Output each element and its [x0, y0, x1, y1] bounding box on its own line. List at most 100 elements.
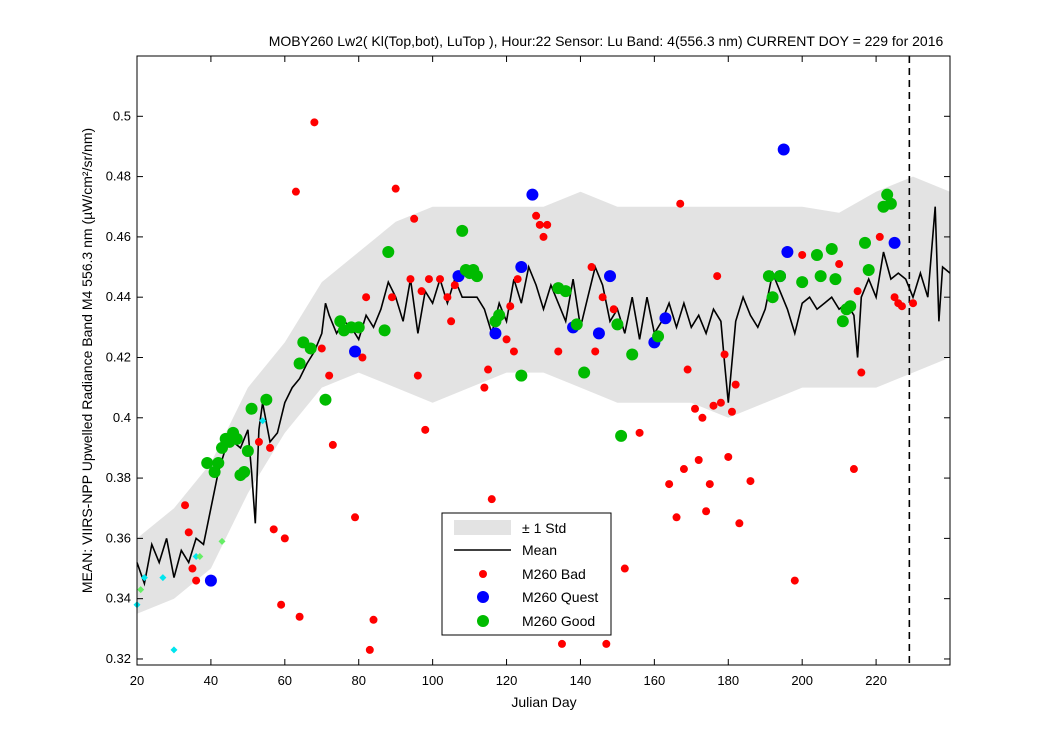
y-tick-label: 0.4 [113, 410, 131, 425]
legend-bad-swatch [479, 570, 487, 578]
bad-point [487, 495, 496, 504]
bad-point [875, 232, 884, 241]
bad-point [532, 211, 541, 220]
bad-point [731, 380, 740, 389]
bad-point [480, 383, 489, 392]
quest-point [888, 236, 901, 249]
bad-point [716, 398, 725, 407]
bad-point [369, 615, 378, 624]
quest-point [659, 312, 672, 325]
good-point [456, 224, 469, 237]
x-tick-label: 60 [278, 673, 292, 688]
bad-point [539, 232, 548, 241]
good-point [378, 324, 391, 337]
good-point [859, 236, 872, 249]
good-point [241, 444, 254, 457]
bad-point [665, 480, 674, 489]
bad-point [295, 612, 304, 621]
bad-point [406, 275, 415, 284]
quest-point [781, 245, 794, 258]
bad-point [436, 275, 445, 284]
quest-point [515, 261, 528, 274]
legend-bad-label: M260 Bad [522, 566, 586, 582]
bad-point [484, 365, 493, 374]
good-point [626, 348, 639, 361]
bad-point [317, 344, 326, 353]
quest-point [604, 270, 617, 283]
bad-point [266, 443, 275, 452]
light-green-point [196, 552, 204, 560]
bad-point [897, 302, 906, 311]
bad-point [798, 250, 807, 259]
bad-point [679, 465, 688, 474]
bad-point [387, 293, 396, 302]
bad-point [351, 513, 360, 522]
good-point [578, 366, 591, 379]
bad-point [557, 639, 566, 648]
good-point [615, 429, 628, 442]
y-tick-label: 0.48 [106, 169, 131, 184]
light-green-point [218, 537, 226, 545]
good-point [774, 270, 787, 283]
good-point [352, 321, 365, 334]
good-point [884, 197, 897, 210]
good-point [515, 369, 528, 382]
bad-point [790, 576, 799, 585]
cyan-point [170, 646, 178, 654]
bad-point [450, 281, 459, 290]
bad-point [280, 534, 289, 543]
bad-point [602, 639, 611, 648]
good-point [559, 285, 572, 298]
good-point [829, 273, 842, 286]
bad-point [720, 350, 729, 359]
good-point [382, 245, 395, 258]
good-point [766, 291, 779, 304]
y-tick-label: 0.34 [106, 591, 131, 606]
quest-point [526, 188, 539, 201]
bad-point [591, 347, 600, 356]
y-tick-label: 0.46 [106, 229, 131, 244]
legend-std-label: ± 1 Std [522, 520, 566, 536]
bad-point [554, 347, 563, 356]
bad-point [609, 305, 618, 314]
good-point [208, 466, 221, 479]
legend-std-swatch [454, 520, 511, 535]
bad-point [181, 501, 190, 510]
good-point [212, 457, 225, 470]
y-tick-label: 0.5 [113, 108, 131, 123]
good-point [493, 309, 506, 322]
good-point [844, 300, 857, 313]
y-tick-label: 0.42 [106, 349, 131, 364]
cyan-point [140, 574, 148, 582]
bad-point [188, 564, 197, 573]
cyan-point [192, 552, 200, 560]
bad-point [635, 428, 644, 437]
bad-point [325, 371, 334, 380]
x-tick-label: 180 [717, 673, 739, 688]
bad-point [535, 220, 544, 229]
good-point [836, 315, 849, 328]
quest-point [592, 327, 605, 340]
good-point [814, 270, 827, 283]
bad-point [835, 260, 844, 269]
bad-point [705, 480, 714, 489]
bad-point [277, 600, 286, 609]
bad-point [698, 413, 707, 422]
axes-box [136, 55, 951, 666]
good-point [293, 357, 306, 370]
bad-point [727, 407, 736, 416]
bad-point [709, 401, 718, 410]
bad-point [421, 425, 430, 434]
bad-point [410, 214, 419, 223]
legend-mean-label: Mean [522, 542, 557, 558]
good-point [304, 342, 317, 355]
bad-point [587, 263, 596, 272]
x-tick-label: 40 [204, 673, 218, 688]
chart-title: MOBY260 Lw2( Kl(Top,bot), LuTop ), Hour:… [269, 33, 944, 49]
plot-area: 20 40 60 80 100 120 140 160 180 200 220 0.32 0.34 0.3… [106, 55, 951, 688]
bad-point [735, 519, 744, 528]
bad-point [543, 220, 552, 229]
good-point [245, 402, 258, 415]
bad-point [724, 452, 733, 461]
